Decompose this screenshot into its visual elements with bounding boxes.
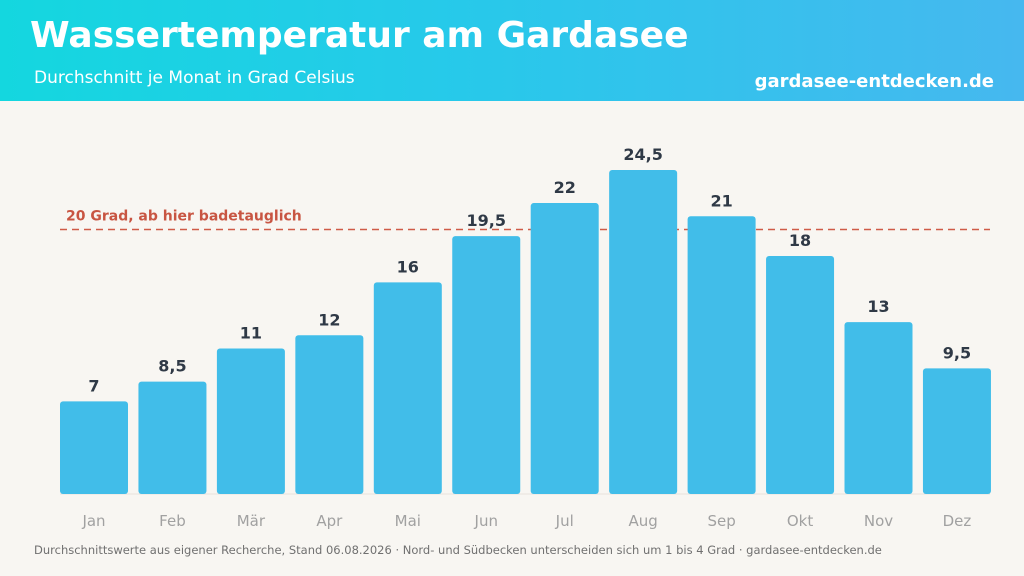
bar-value-label-jul: 22 bbox=[554, 178, 576, 197]
bar-value-label-apr: 12 bbox=[318, 310, 340, 329]
month-label-feb: Feb bbox=[159, 512, 186, 530]
bar-dez bbox=[922, 368, 991, 494]
bars-layer bbox=[60, 170, 991, 495]
bar-mai bbox=[373, 282, 442, 494]
bar-mär bbox=[216, 348, 285, 494]
bar-jan bbox=[60, 401, 128, 494]
bar-value-label-feb: 8,5 bbox=[158, 357, 186, 376]
bar-okt bbox=[766, 255, 835, 494]
month-label-nov: Nov bbox=[864, 512, 893, 530]
bar-value-label-mär: 11 bbox=[240, 324, 262, 343]
threshold-label: 20 Grad, ab hier badetauglich bbox=[66, 209, 302, 225]
month-label-apr: Apr bbox=[316, 512, 343, 530]
bar-value-label-jan: 7 bbox=[88, 376, 99, 395]
month-label-jan: Jan bbox=[81, 512, 105, 530]
chart-footer-note: Durchschnittswerte aus eigener Recherche… bbox=[34, 543, 882, 557]
labels-layer: 7 Jan 8,5 Feb 11 Mär 12 Apr 16 Mai 19,5 Jun 22 Jul 24,… bbox=[81, 145, 971, 530]
page-title: Wassertemperatur am Gardasee bbox=[30, 15, 689, 56]
month-label-okt: Okt bbox=[787, 512, 813, 530]
bar-jul bbox=[530, 203, 599, 494]
chart-header: Wassertemperatur am Gardasee Durchschnit… bbox=[0, 0, 1024, 101]
bar-value-label-aug: 24,5 bbox=[623, 145, 662, 164]
month-label-jul: Jul bbox=[555, 512, 574, 530]
bar-sep bbox=[687, 216, 756, 495]
bar-value-label-sep: 21 bbox=[710, 191, 732, 210]
month-label-mär: Mär bbox=[237, 512, 266, 530]
page-subtitle: Durchschnitt je Monat in Grad Celsius bbox=[34, 68, 355, 88]
bar-value-label-mai: 16 bbox=[397, 257, 419, 276]
bar-value-label-jun: 19,5 bbox=[467, 211, 506, 230]
bar-aug bbox=[609, 170, 678, 494]
bar-value-label-dez: 9,5 bbox=[943, 343, 971, 362]
bar-nov bbox=[844, 322, 913, 494]
bar-jun bbox=[452, 236, 521, 495]
month-label-dez: Dez bbox=[943, 512, 972, 530]
month-label-mai: Mai bbox=[395, 512, 421, 530]
bar-value-label-nov: 13 bbox=[867, 297, 889, 316]
bar-apr bbox=[295, 335, 364, 494]
month-label-sep: Sep bbox=[707, 512, 735, 530]
bar-value-label-okt: 18 bbox=[789, 231, 811, 250]
month-label-jun: Jun bbox=[474, 512, 498, 530]
bar-feb bbox=[138, 381, 207, 494]
site-label: gardasee-entdecken.de bbox=[754, 71, 994, 92]
month-label-aug: Aug bbox=[629, 512, 658, 530]
